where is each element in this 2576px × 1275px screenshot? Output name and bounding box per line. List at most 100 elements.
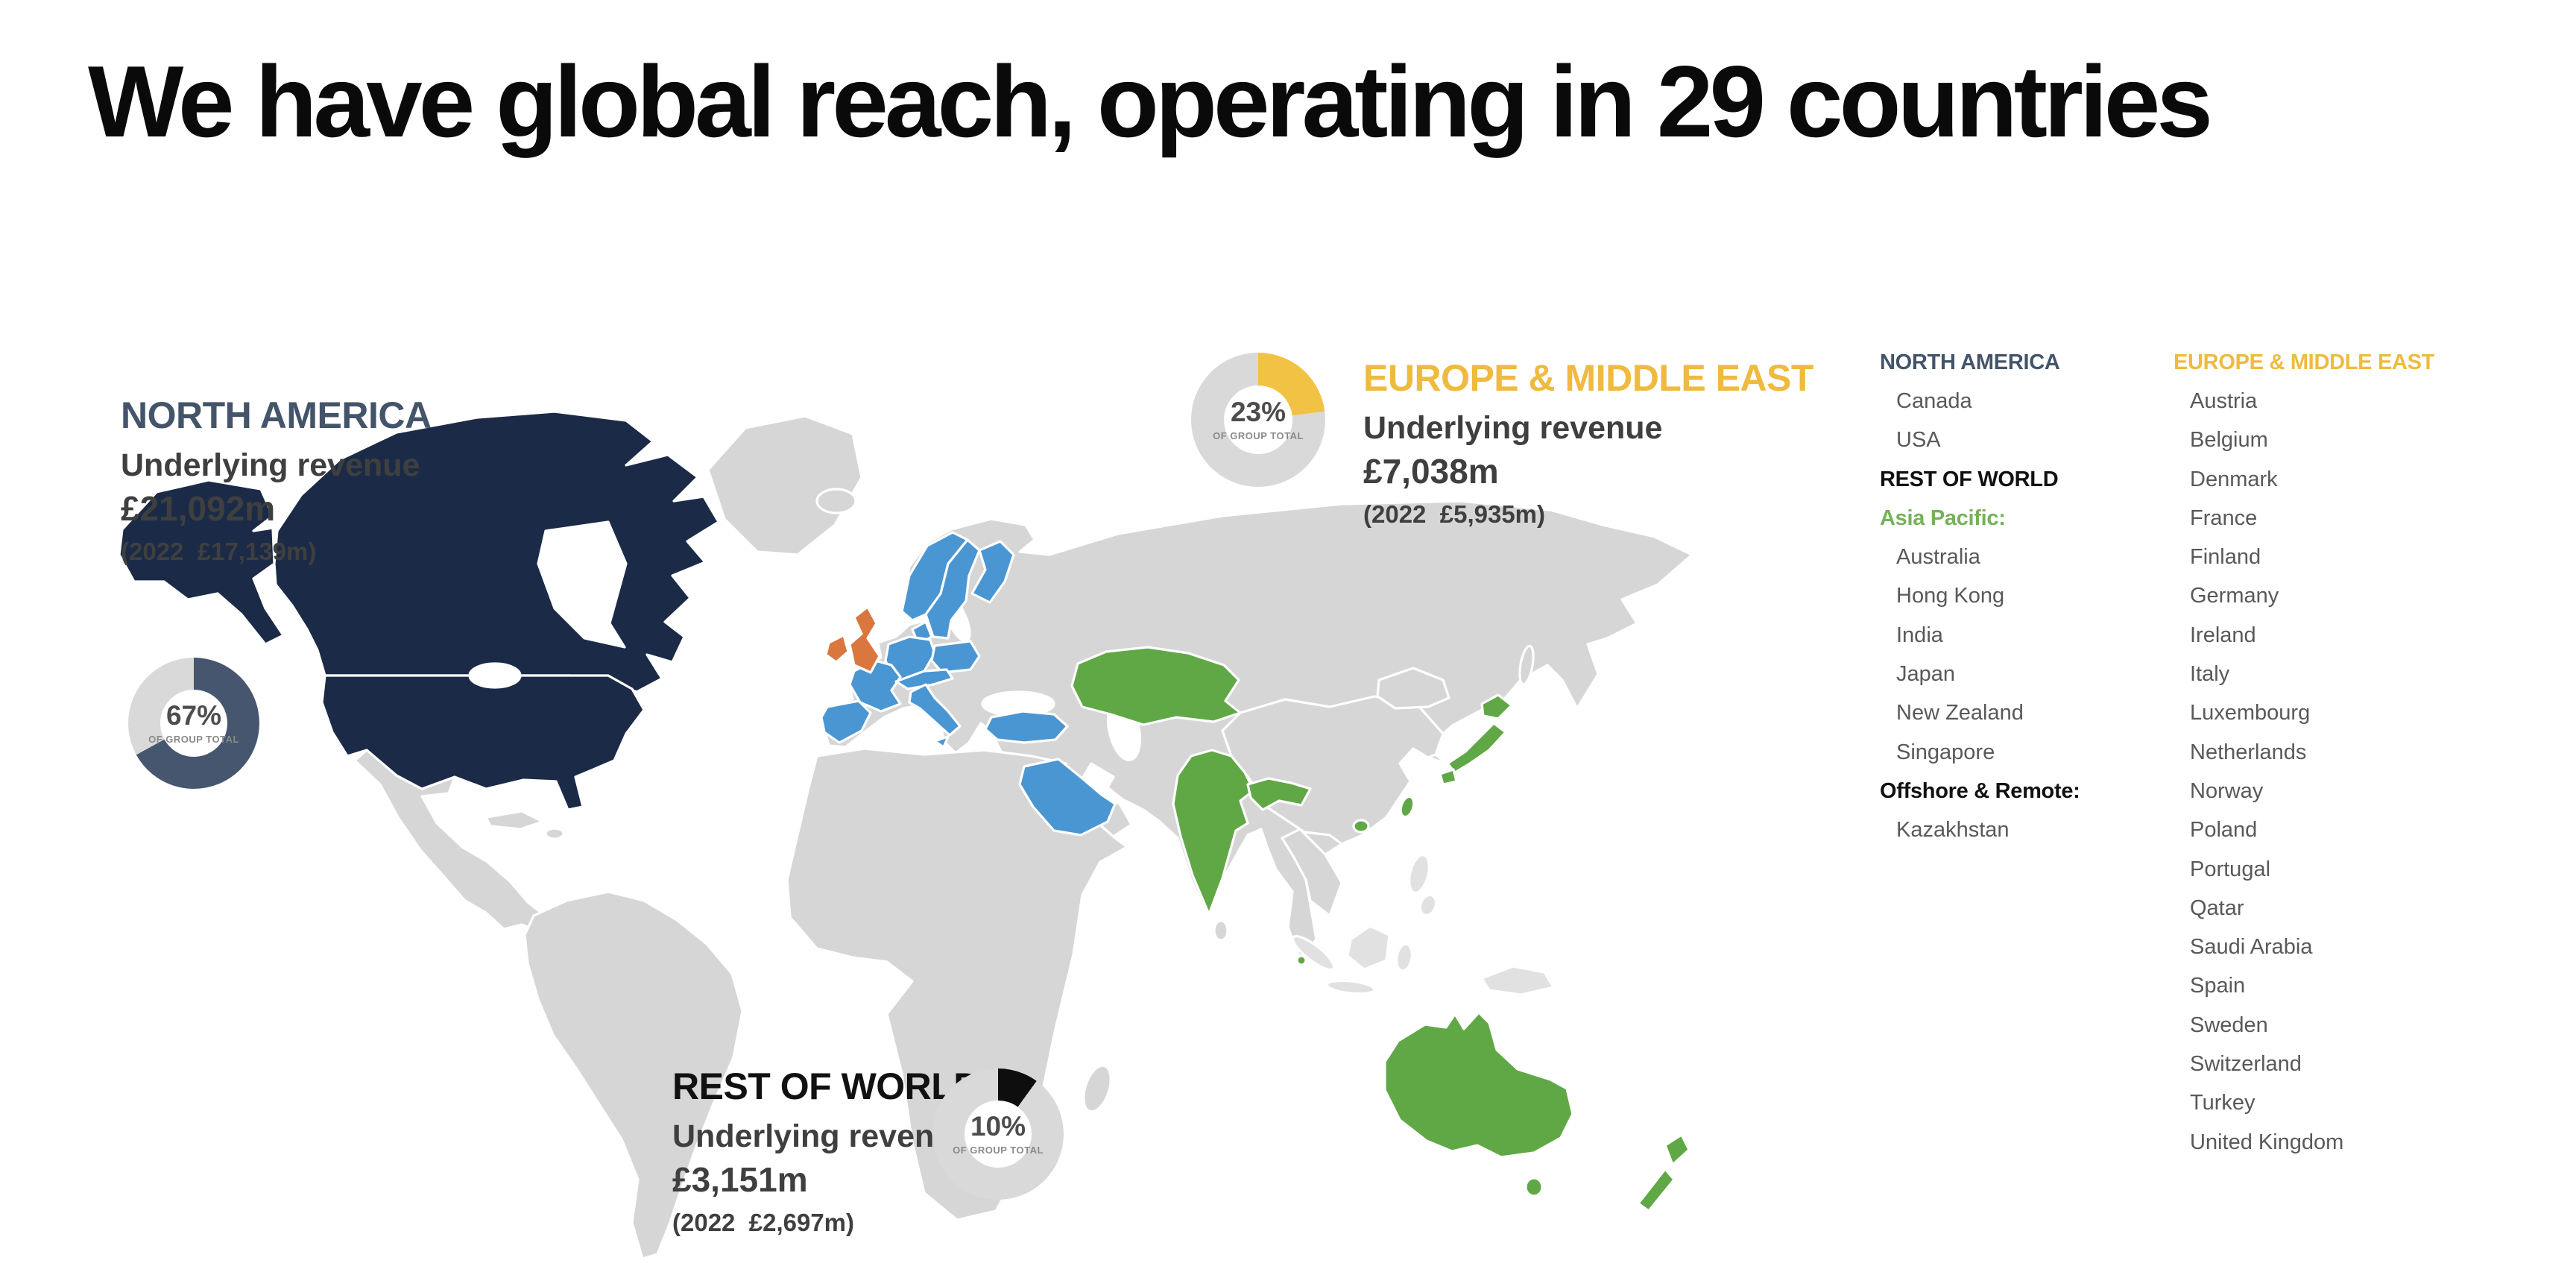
donut-percentage: 10% [970, 1111, 1026, 1142]
legend-country: Germany [2190, 584, 2279, 608]
map-europe-middle-east [820, 531, 1117, 837]
legend-country: France [2190, 506, 2258, 530]
donut-hole: 23% OF GROUP TOTAL [1213, 385, 1303, 454]
donut-chart-rest-of-world: 10% OF GROUP TOTAL [932, 1068, 1064, 1200]
legend-country: Denmark [2190, 467, 2278, 491]
legend-country: New Zealand [1896, 701, 2024, 725]
callout-europe-middle-east: EUROPE & MIDDLE EAST Underlying revenue … [1363, 356, 1813, 529]
revenue-label: Underlying revenue [672, 1118, 972, 1154]
map-mongolia [1376, 667, 1450, 710]
map-india [1172, 749, 1255, 916]
legend-country: Kazakhstan [1896, 818, 2010, 843]
revenue-label: Underlying revenue [1363, 410, 1663, 446]
map-sri-lanka [1213, 919, 1229, 942]
legend-country: Canada [1896, 388, 1972, 413]
map-sicily [933, 735, 950, 749]
map-south-america [523, 890, 744, 1260]
legend-country: Saudi Arabia [2190, 935, 2313, 960]
region-title: REST OF WORLD [672, 1065, 980, 1107]
map-poland [930, 640, 981, 674]
legend-country: Switzerland [2190, 1051, 2302, 1076]
donut-chart-europe-middle-east: 23% OF GROUP TOTAL [1191, 353, 1325, 487]
donut-caption: OF GROUP TOTAL [953, 1145, 1044, 1156]
map-iceland [815, 488, 857, 514]
map-greenland [707, 415, 863, 556]
donut-hole: 10% OF GROUP TOTAL [953, 1101, 1043, 1168]
legend-country: United Kingdom [2190, 1130, 2344, 1154]
map-france [848, 659, 902, 713]
donut-caption: OF GROUP TOTAL [148, 734, 239, 745]
revenue-value: £21,092m [121, 489, 276, 528]
legend-header-north-america: NORTH AMERICA [1880, 350, 2060, 374]
map-switzerland-austria [894, 668, 954, 690]
map-spain-portugal [820, 699, 872, 744]
map-taiwan [1399, 795, 1415, 819]
legend-country: Netherlands [2190, 740, 2307, 764]
donut-hole: 67% OF GROUP TOTAL [148, 690, 239, 757]
legend-country: Finland [2190, 545, 2261, 570]
legend-country: Italy [2190, 662, 2230, 687]
legend-country: Ireland [2190, 623, 2256, 647]
world-map [118, 410, 1693, 1260]
map-indochina [1281, 828, 1343, 917]
callout-north-america: NORTH AMERICA Underlying revenue £21,092… [121, 394, 432, 566]
legend-header-rest-of-world: REST OF WORLD [1880, 467, 2059, 491]
map-finland [970, 540, 1015, 604]
hudson-bay [537, 520, 628, 649]
country-list-column-1: NORTH AMERICA Canada USA REST OF WORLD A… [1880, 343, 2163, 850]
legend-country: Hong Kong [1896, 584, 2005, 608]
legend-country: Norway [2190, 778, 2264, 803]
legend-country: Austria [2190, 388, 2258, 413]
legend-country: Portugal [2190, 857, 2271, 881]
legend-country: Poland [2190, 818, 2258, 843]
legend-country: Qatar [2190, 895, 2244, 920]
map-india-northeast [1246, 777, 1312, 811]
map-madagascar [1082, 1064, 1112, 1113]
map-tasmania [1524, 1177, 1544, 1197]
map-japan-honshu [1446, 722, 1507, 774]
region-title: EUROPE & MIDDLE EAST [1363, 357, 1813, 399]
map-new-zealand-north [1664, 1133, 1690, 1166]
revenue-value: £7,038m [1363, 452, 1499, 491]
region-title: NORTH AMERICA [121, 394, 432, 436]
legend-subheader-asia-pacific: Asia Pacific: [1880, 506, 2006, 530]
map-japan-hokkaido [1480, 693, 1513, 720]
legend-subheader-offshore-remote: Offshore & Remote: [1880, 778, 2080, 803]
legend-country: Belgium [2190, 428, 2268, 453]
map-kazakhstan [1070, 646, 1242, 726]
donut-caption: OF GROUP TOTAL [1213, 429, 1304, 441]
revenue-label: Underlying revenue [121, 447, 420, 483]
map-new-zealand-south [1637, 1168, 1676, 1212]
map-southeast-asia-islands [1291, 644, 1555, 996]
callout-rest-of-world: REST OF WORLD Underlying revenue £3,151m… [672, 1065, 980, 1237]
legend-country: Turkey [2190, 1091, 2255, 1115]
prior-year-value: (2022 £17,139m) [121, 538, 317, 565]
map-japan-kyushu [1439, 768, 1458, 786]
map-saudi-arabia-qatar [1018, 758, 1117, 837]
legend-country: Luxembourg [2190, 701, 2311, 725]
country-list-column-2: EUROPE & MIDDLE EAST Austria Belgium Den… [2174, 343, 2501, 1162]
map-singapore [1295, 954, 1307, 966]
legend-country: Japan [1896, 662, 1956, 687]
legend-country: Sweden [2190, 1013, 2268, 1037]
map-australia [1383, 1011, 1574, 1159]
map-ireland [824, 634, 850, 664]
donut-percentage: 67% [165, 700, 222, 731]
map-hispaniola [544, 827, 565, 840]
map-usa [321, 674, 645, 811]
map-hong-kong-hainan [1352, 819, 1370, 834]
map-italy [908, 683, 962, 737]
map-rest-of-world [1070, 646, 1690, 1212]
prior-year-value: (2022 £2,697m) [672, 1209, 855, 1236]
legend-country: India [1896, 623, 1943, 647]
legend-country: USA [1896, 428, 1941, 453]
map-united-kingdom [848, 605, 881, 674]
great-lakes [468, 662, 522, 689]
legend-country: Singapore [1896, 740, 1995, 764]
legend-country: Spain [2190, 974, 2246, 998]
map-sweden [924, 538, 981, 640]
map-alaska [118, 479, 285, 646]
legend-country: Australia [1896, 545, 1980, 570]
prior-year-value: (2022 £5,935m) [1363, 500, 1546, 528]
